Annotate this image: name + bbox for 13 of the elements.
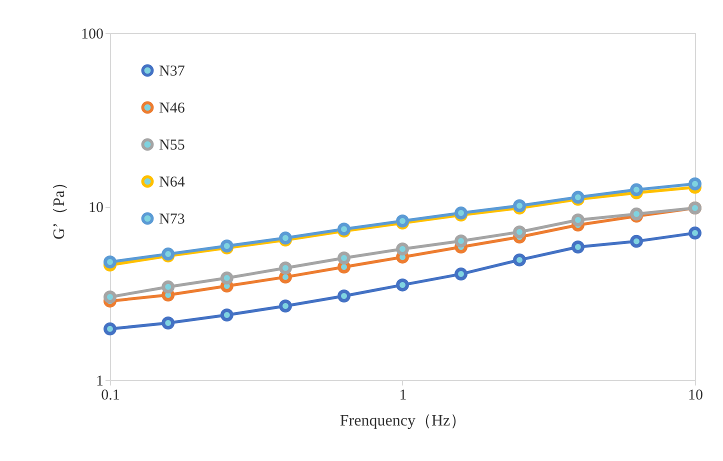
x-tick-label: 0.1 — [101, 388, 120, 404]
x-tick-label: 1 — [399, 388, 407, 404]
legend-label: N73 — [159, 212, 185, 228]
y-axis-title: G’（Pa） — [51, 174, 68, 240]
legend-label: N37 — [159, 64, 186, 80]
x-axis-title: Frenquency（Hz） — [340, 412, 466, 430]
y-tick-label: 10 — [88, 200, 104, 216]
y-tick-label: 100 — [81, 26, 104, 42]
legend-label: N46 — [159, 100, 186, 116]
x-tick-label: 10 — [688, 388, 703, 404]
y-tick-label: 1 — [96, 374, 104, 390]
legend-label: N64 — [159, 174, 186, 190]
legend-label: N55 — [159, 138, 185, 154]
